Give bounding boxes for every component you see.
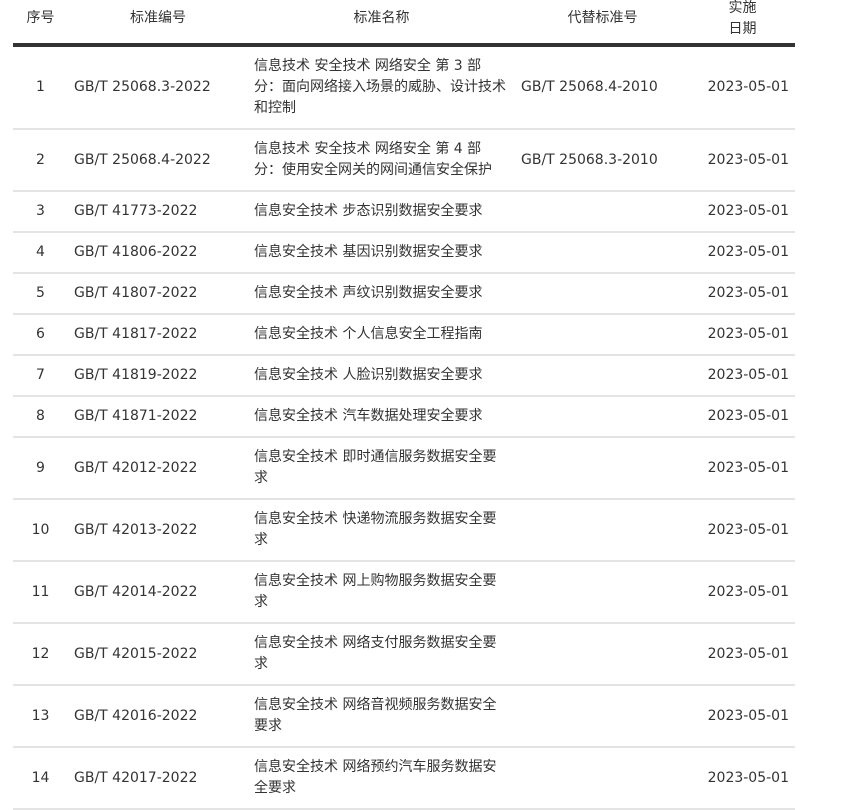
table-row: 5 GB/T 41807-2022 信息安全技术 声纹识别数据安全要求 2023-05…: [13, 273, 795, 315]
table-row: 8 GB/T 41871-2022 信息安全技术 汽车数据处理安全要求 2023-05…: [13, 396, 795, 438]
cell-name: 信息安全技术 即时通信服务数据安全要求: [248, 437, 515, 500]
cell-replaces: [515, 191, 690, 233]
cell-no: 2: [13, 129, 68, 192]
cell-no: 11: [13, 561, 68, 624]
cell-code: GB/T 25068.4-2022: [68, 129, 248, 192]
cell-code: GB/T 41871-2022: [68, 396, 248, 438]
cell-date: 2023-05-01: [690, 747, 795, 810]
cell-replaces: [515, 747, 690, 810]
cell-replaces: [515, 396, 690, 438]
cell-code: GB/T 42015-2022: [68, 623, 248, 686]
cell-date: 2023-05-01: [690, 232, 795, 274]
cell-code: GB/T 25068.3-2022: [68, 45, 248, 130]
table-header-row: 序号 标准编号 标准名称 代替标准号 实施 日期: [13, 0, 795, 47]
cell-name: 信息技术 安全技术 网络安全 第 3 部分：面向网络接入场景的威胁、设计技术和控…: [248, 45, 515, 130]
table-row: 9 GB/T 42012-2022 信息安全技术 即时通信服务数据安全要求 2023-…: [13, 437, 795, 500]
cell-replaces: [515, 685, 690, 748]
table-row: 6 GB/T 41817-2022 信息安全技术 个人信息安全工程指南 2023-05…: [13, 314, 795, 356]
table-row: 12 GB/T 42015-2022 信息安全技术 网络支付服务数据安全要求 2023…: [13, 623, 795, 686]
cell-name: 信息安全技术 个人信息安全工程指南: [248, 314, 515, 356]
cell-no: 1: [13, 45, 68, 130]
table-row: 14 GB/T 42017-2022 信息安全技术 网络预约汽车服务数据安全要求 20…: [13, 747, 795, 810]
cell-name: 信息安全技术 步态识别数据安全要求: [248, 191, 515, 233]
cell-name: 信息安全技术 声纹识别数据安全要求: [248, 273, 515, 315]
cell-name: 信息技术 安全技术 网络安全 第 4 部分：使用安全网关的网间通信安全保护: [248, 129, 515, 192]
cell-no: 14: [13, 747, 68, 810]
table-row: 1 GB/T 25068.3-2022 信息技术 安全技术 网络安全 第 3 部分：…: [13, 45, 795, 130]
table-row: 13 GB/T 42016-2022 信息安全技术 网络音视频服务数据安全要求 202…: [13, 685, 795, 748]
cell-code: GB/T 42014-2022: [68, 561, 248, 624]
cell-code: GB/T 42016-2022: [68, 685, 248, 748]
cell-date: 2023-05-01: [690, 623, 795, 686]
cell-no: 3: [13, 191, 68, 233]
header-no: 序号: [13, 0, 68, 47]
cell-replaces: [515, 499, 690, 562]
table-row: 11 GB/T 42014-2022 信息安全技术 网上购物服务数据安全要求 2023…: [13, 561, 795, 624]
cell-replaces: [515, 561, 690, 624]
table-row: 2 GB/T 25068.4-2022 信息技术 安全技术 网络安全 第 4 部分：…: [13, 129, 795, 192]
cell-no: 12: [13, 623, 68, 686]
cell-replaces: [515, 232, 690, 274]
cell-no: 6: [13, 314, 68, 356]
cell-date: 2023-05-01: [690, 129, 795, 192]
cell-replaces: GB/T 25068.4-2010: [515, 45, 690, 130]
header-name: 标准名称: [248, 0, 515, 47]
cell-name: 信息安全技术 网络支付服务数据安全要求: [248, 623, 515, 686]
table-row: 4 GB/T 41806-2022 信息安全技术 基因识别数据安全要求 2023-05…: [13, 232, 795, 274]
header-date: 实施 日期: [690, 0, 795, 47]
cell-code: GB/T 41817-2022: [68, 314, 248, 356]
cell-no: 4: [13, 232, 68, 274]
cell-name: 信息安全技术 汽车数据处理安全要求: [248, 396, 515, 438]
cell-date: 2023-05-01: [690, 561, 795, 624]
cell-no: 13: [13, 685, 68, 748]
cell-replaces: [515, 314, 690, 356]
cell-date: 2023-05-01: [690, 273, 795, 315]
cell-code: GB/T 41773-2022: [68, 191, 248, 233]
cell-no: 5: [13, 273, 68, 315]
cell-date: 2023-05-01: [690, 45, 795, 130]
cell-date: 2023-05-01: [690, 355, 795, 397]
cell-no: 8: [13, 396, 68, 438]
cell-replaces: GB/T 25068.3-2010: [515, 129, 690, 192]
cell-name: 信息安全技术 人脸识别数据安全要求: [248, 355, 515, 397]
cell-no: 9: [13, 437, 68, 500]
cell-code: GB/T 42013-2022: [68, 499, 248, 562]
cell-name: 信息安全技术 网上购物服务数据安全要求: [248, 561, 515, 624]
table-row: 3 GB/T 41773-2022 信息安全技术 步态识别数据安全要求 2023-05…: [13, 191, 795, 233]
cell-date: 2023-05-01: [690, 191, 795, 233]
cell-date: 2023-05-01: [690, 437, 795, 500]
cell-code: GB/T 42017-2022: [68, 747, 248, 810]
cell-no: 10: [13, 499, 68, 562]
cell-replaces: [515, 623, 690, 686]
cell-code: GB/T 41807-2022: [68, 273, 248, 315]
table-row: 7 GB/T 41819-2022 信息安全技术 人脸识别数据安全要求 2023-05…: [13, 355, 795, 397]
cell-name: 信息安全技术 快递物流服务数据安全要求: [248, 499, 515, 562]
cell-name: 信息安全技术 基因识别数据安全要求: [248, 232, 515, 274]
cell-replaces: [515, 273, 690, 315]
cell-date: 2023-05-01: [690, 499, 795, 562]
header-replaces: 代替标准号: [515, 0, 690, 47]
cell-date: 2023-05-01: [690, 396, 795, 438]
cell-date: 2023-05-01: [690, 314, 795, 356]
standards-table: 序号 标准编号 标准名称 代替标准号 实施 日期 1 GB/T 25068.3-20…: [13, 0, 795, 810]
cell-name: 信息安全技术 网络音视频服务数据安全要求: [248, 685, 515, 748]
cell-code: GB/T 42012-2022: [68, 437, 248, 500]
cell-code: GB/T 41819-2022: [68, 355, 248, 397]
table-row: 10 GB/T 42013-2022 信息安全技术 快递物流服务数据安全要求 2023…: [13, 499, 795, 562]
cell-date: 2023-05-01: [690, 685, 795, 748]
cell-code: GB/T 41806-2022: [68, 232, 248, 274]
cell-no: 7: [13, 355, 68, 397]
cell-replaces: [515, 355, 690, 397]
header-code: 标准编号: [68, 0, 248, 47]
cell-name: 信息安全技术 网络预约汽车服务数据安全要求: [248, 747, 515, 810]
cell-replaces: [515, 437, 690, 500]
